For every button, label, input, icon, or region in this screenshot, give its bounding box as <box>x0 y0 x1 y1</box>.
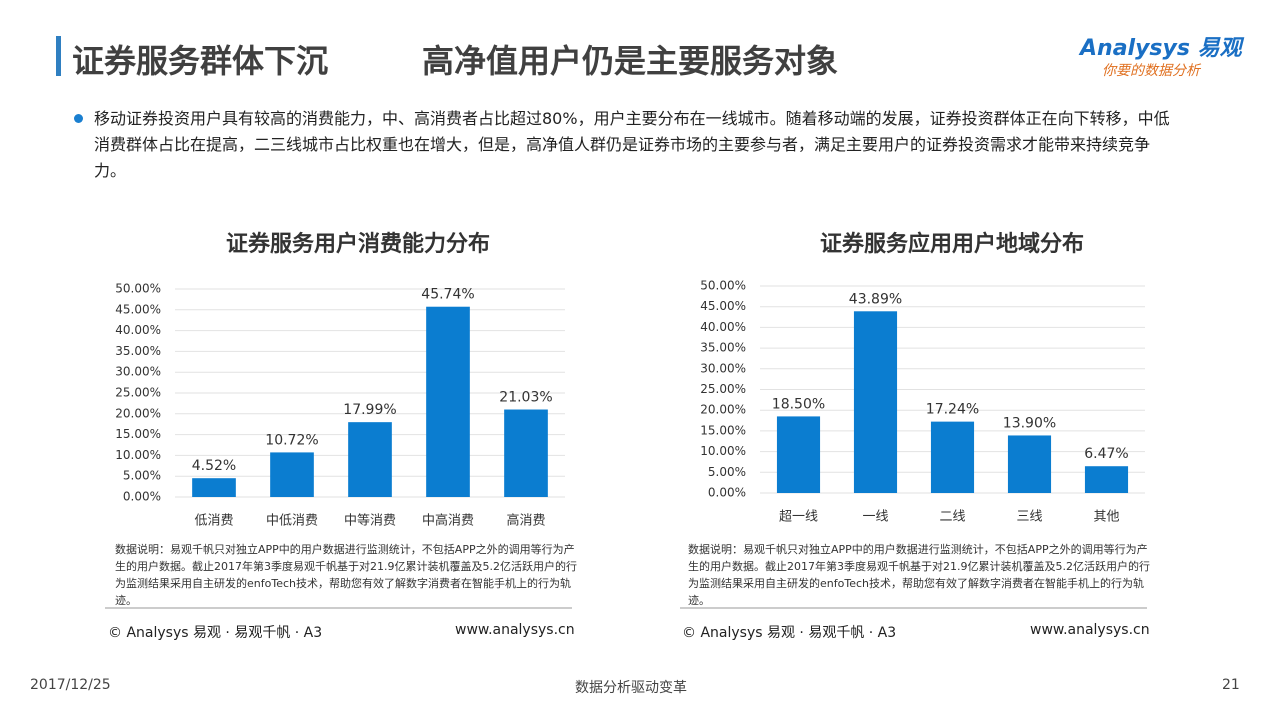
y-tick-label: 40.00% <box>115 323 161 337</box>
chart-note: 数据说明：易观千帆只对独立APP中的用户数据进行监测统计，不包括APP之外的调用… <box>115 543 577 607</box>
value-label: 18.50% <box>772 396 825 412</box>
value-label: 45.74% <box>421 287 474 303</box>
x-tick-label: 高消费 <box>506 513 545 529</box>
bar <box>1007 435 1052 493</box>
x-tick-label: 超一线 <box>779 510 818 525</box>
x-tick-label: 一线 <box>862 510 888 525</box>
value-label: 6.47% <box>1084 446 1128 462</box>
title-part2: 高净值用户仍是主要服务对象 <box>422 42 839 80</box>
logo-tagline: 你要的数据分析 <box>1102 63 1200 79</box>
y-tick-label: 0.00% <box>708 486 746 500</box>
y-tick-label: 20.00% <box>115 406 161 420</box>
value-label: 10.72% <box>265 432 318 448</box>
x-tick-label: 二线 <box>939 510 965 525</box>
bar <box>348 422 392 497</box>
logo-brand: Analysys <box>1080 36 1190 61</box>
bar <box>776 416 821 493</box>
y-tick-label: 15.00% <box>700 423 746 437</box>
y-tick-label: 35.00% <box>115 344 161 358</box>
value-label: 21.03% <box>499 390 552 406</box>
bar <box>504 409 548 497</box>
footer-page: 21 <box>1222 677 1240 693</box>
y-tick-label: 50.00% <box>700 279 746 293</box>
logo: Analysys 易观 <box>1080 30 1242 62</box>
chart-source: © Analysys 易观 · 易观千帆 · A3 <box>682 625 897 641</box>
bullet-dot <box>74 114 83 123</box>
y-tick-label: 30.00% <box>115 365 161 379</box>
chart-note: 数据说明：易观千帆只对独立APP中的用户数据进行监测统计，不包括APP之外的调用… <box>688 543 1150 607</box>
value-label: 17.99% <box>343 402 396 418</box>
y-tick-label: 5.00% <box>123 469 161 483</box>
chart-source: © Analysys 易观 · 易观千帆 · A3 <box>108 625 323 641</box>
x-tick-label: 低消费 <box>194 514 233 529</box>
y-tick-label: 25.00% <box>700 382 746 396</box>
footer-date: 2017/12/25 <box>30 677 111 693</box>
y-tick-label: 45.00% <box>700 299 746 313</box>
y-tick-label: 20.00% <box>700 403 746 417</box>
y-tick-label: 0.00% <box>123 490 161 504</box>
y-tick-label: 40.00% <box>700 320 746 334</box>
y-tick-label: 45.00% <box>115 302 161 316</box>
x-tick-label: 三线 <box>1016 510 1042 525</box>
chart-url: www.analysys.cn <box>1030 622 1150 638</box>
y-tick-label: 50.00% <box>115 282 161 296</box>
bar <box>270 452 314 497</box>
chart-url: www.analysys.cn <box>455 622 575 638</box>
chart-title: 证券服务应用用户地域分布 <box>820 231 1084 257</box>
footer-slogan: 数据分析驱动变革 <box>575 680 687 696</box>
value-label: 4.52% <box>192 458 236 474</box>
x-tick-label: 其他 <box>1093 510 1119 525</box>
x-tick-label: 中低消费 <box>266 514 318 529</box>
bar <box>192 478 236 497</box>
chart-title: 证券服务用户消费能力分布 <box>226 231 490 257</box>
value-label: 13.90% <box>1003 415 1056 431</box>
x-tick-label: 中等消费 <box>344 513 396 529</box>
y-tick-label: 10.00% <box>700 444 746 458</box>
y-tick-label: 15.00% <box>115 427 161 441</box>
value-label: 43.89% <box>849 291 902 307</box>
bar <box>853 311 898 493</box>
y-tick-label: 30.00% <box>700 361 746 375</box>
y-tick-label: 35.00% <box>700 341 746 355</box>
bullet-text: 移动证券投资用户具有较高的消费能力，中、高消费者占比超过80%，用户主要分布在一… <box>94 109 1170 180</box>
title-accent <box>56 36 61 76</box>
logo-brand-cn: 易观 <box>1197 36 1242 61</box>
y-tick-label: 10.00% <box>115 448 161 462</box>
bar <box>426 306 470 497</box>
bar <box>1084 466 1129 493</box>
y-tick-label: 5.00% <box>708 465 746 479</box>
title-part1: 证券服务群体下沉 <box>72 42 329 80</box>
x-tick-label: 中高消费 <box>422 513 474 529</box>
bar <box>930 421 975 493</box>
y-tick-label: 25.00% <box>115 386 161 400</box>
value-label: 17.24% <box>926 402 979 418</box>
